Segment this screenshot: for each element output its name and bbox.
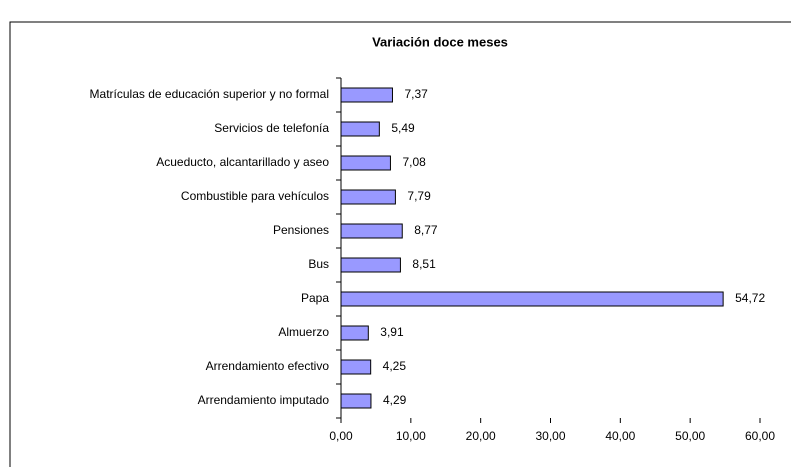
bar xyxy=(340,291,724,307)
y-tick-label: Papa xyxy=(301,291,329,305)
y-tick-label: Combustible para vehículos xyxy=(181,189,329,203)
x-tick-label: 60,00 xyxy=(745,429,775,443)
x-tick-label: 30,00 xyxy=(535,429,565,443)
bar xyxy=(340,223,403,239)
bar xyxy=(340,257,401,273)
chart-title: Variación doce meses xyxy=(372,34,508,49)
chart-frame xyxy=(9,21,791,467)
y-tick-label: Matrículas de educación superior y no fo… xyxy=(90,87,329,101)
bar xyxy=(340,393,372,409)
value-label: 3,91 xyxy=(380,325,404,339)
value-label: 7,37 xyxy=(404,87,428,101)
bar xyxy=(340,325,369,341)
x-tick-label: 10,00 xyxy=(396,429,426,443)
y-tick-label: Arrendamiento efectivo xyxy=(206,359,330,373)
y-tick-label: Servicios de telefonía xyxy=(214,121,329,135)
bar xyxy=(340,359,372,375)
x-tick-label: 40,00 xyxy=(605,429,635,443)
x-tick-label: 20,00 xyxy=(466,429,496,443)
y-tick-label: Pensiones xyxy=(273,223,329,237)
y-tick-label: Acueducto, alcantarillado y aseo xyxy=(156,155,329,169)
value-label: 5,49 xyxy=(391,121,415,135)
x-tick-label: 50,00 xyxy=(675,429,705,443)
value-label: 7,79 xyxy=(407,189,431,203)
value-label: 8,77 xyxy=(414,223,438,237)
value-label: 4,29 xyxy=(383,393,407,407)
x-tick-label: 0,00 xyxy=(329,429,353,443)
bar xyxy=(340,155,391,171)
y-tick-label: Almuerzo xyxy=(278,325,329,339)
bar xyxy=(340,121,380,137)
y-tick-label: Bus xyxy=(308,257,329,271)
bar xyxy=(340,87,393,103)
bar xyxy=(340,189,396,205)
value-label: 7,08 xyxy=(402,155,426,169)
value-label: 54,72 xyxy=(735,291,765,305)
y-tick-label: Arrendamiento imputado xyxy=(198,393,330,407)
value-label: 8,51 xyxy=(412,257,436,271)
value-label: 4,25 xyxy=(383,359,407,373)
